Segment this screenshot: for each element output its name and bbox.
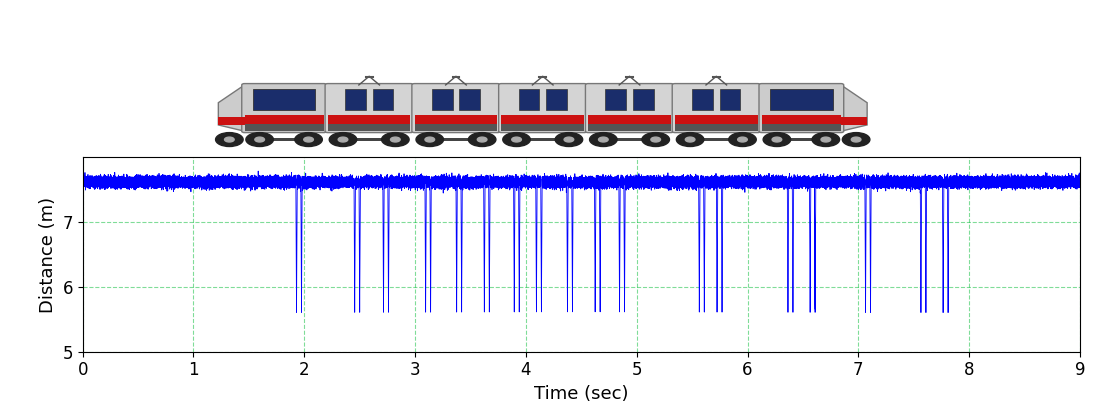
Circle shape <box>677 133 704 146</box>
FancyBboxPatch shape <box>585 83 673 133</box>
Circle shape <box>225 137 234 142</box>
Bar <box>501 115 584 124</box>
FancyBboxPatch shape <box>412 83 500 133</box>
Bar <box>414 115 497 124</box>
Circle shape <box>511 137 521 142</box>
FancyBboxPatch shape <box>241 83 326 133</box>
Bar <box>430 138 482 141</box>
Bar <box>432 90 453 110</box>
Circle shape <box>425 137 434 142</box>
Polygon shape <box>218 85 245 131</box>
Bar <box>603 138 656 141</box>
Bar <box>633 90 653 110</box>
Circle shape <box>338 137 348 142</box>
Bar <box>777 138 825 141</box>
X-axis label: Time (sec): Time (sec) <box>534 385 628 403</box>
Circle shape <box>821 137 831 142</box>
Circle shape <box>246 133 273 146</box>
Circle shape <box>477 137 487 142</box>
Circle shape <box>590 133 617 146</box>
Circle shape <box>598 137 608 142</box>
Bar <box>501 124 584 131</box>
FancyBboxPatch shape <box>672 83 760 133</box>
Bar <box>343 138 396 141</box>
Bar <box>327 115 410 124</box>
Polygon shape <box>841 85 867 131</box>
Bar <box>414 124 497 131</box>
Circle shape <box>555 133 583 146</box>
FancyBboxPatch shape <box>498 83 586 133</box>
Bar <box>674 115 757 124</box>
Circle shape <box>737 137 747 142</box>
Bar <box>260 138 309 141</box>
Circle shape <box>773 137 781 142</box>
Bar <box>547 90 566 110</box>
Circle shape <box>468 133 496 146</box>
Bar <box>245 124 324 131</box>
Bar <box>519 90 539 110</box>
Bar <box>690 138 743 141</box>
Bar <box>674 124 757 131</box>
Circle shape <box>812 133 840 146</box>
Circle shape <box>294 133 322 146</box>
Circle shape <box>415 133 443 146</box>
Bar <box>588 115 671 124</box>
Circle shape <box>763 133 790 146</box>
Circle shape <box>851 137 861 142</box>
Bar <box>252 90 315 110</box>
Y-axis label: Distance (m): Distance (m) <box>39 197 57 312</box>
Bar <box>588 124 671 131</box>
Bar <box>245 115 324 124</box>
Circle shape <box>503 133 530 146</box>
Circle shape <box>304 137 313 142</box>
Bar <box>720 90 741 110</box>
Circle shape <box>651 137 660 142</box>
Bar <box>692 90 713 110</box>
Circle shape <box>390 137 400 142</box>
FancyBboxPatch shape <box>325 83 413 133</box>
Circle shape <box>255 137 264 142</box>
Polygon shape <box>841 117 867 125</box>
Circle shape <box>216 133 244 146</box>
Circle shape <box>564 137 574 142</box>
Bar <box>517 138 569 141</box>
Polygon shape <box>218 117 245 125</box>
Bar <box>761 124 841 131</box>
FancyBboxPatch shape <box>759 83 844 133</box>
Bar <box>327 124 410 131</box>
Circle shape <box>728 133 756 146</box>
Bar <box>460 90 480 110</box>
Bar <box>761 115 841 124</box>
Bar <box>605 90 626 110</box>
Circle shape <box>842 133 869 146</box>
Circle shape <box>329 133 357 146</box>
Circle shape <box>381 133 409 146</box>
Circle shape <box>641 133 669 146</box>
Bar <box>770 90 833 110</box>
Circle shape <box>685 137 695 142</box>
Bar <box>345 90 366 110</box>
Bar <box>372 90 393 110</box>
